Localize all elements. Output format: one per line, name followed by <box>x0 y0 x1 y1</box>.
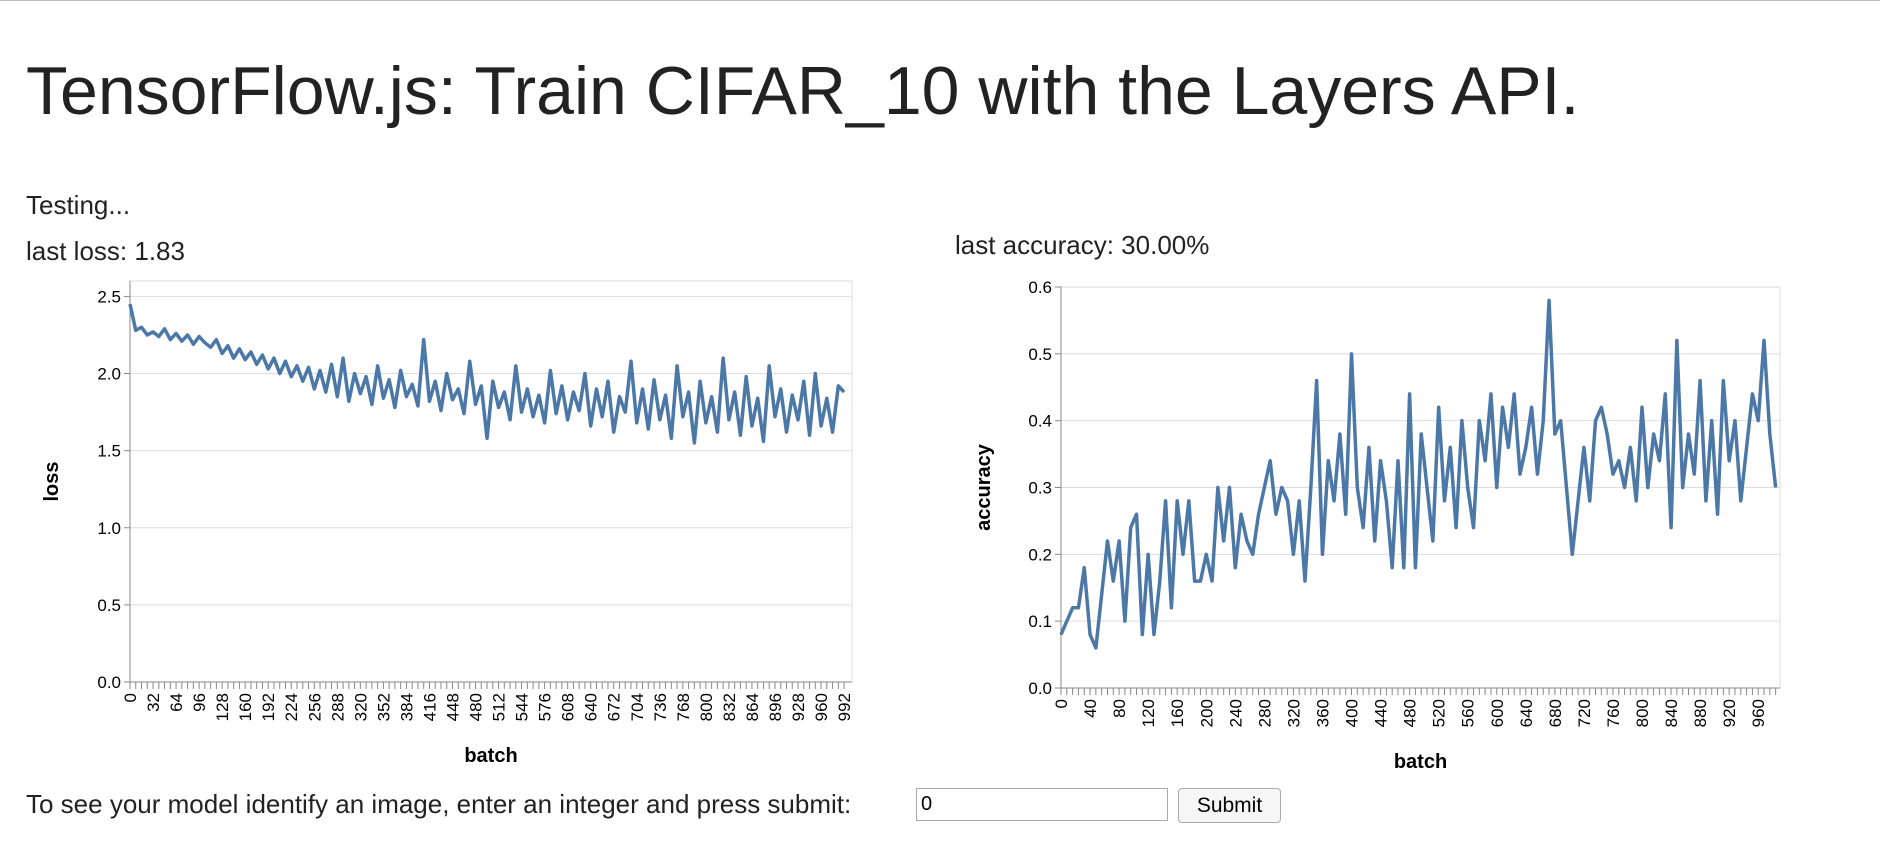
x-tick-label: 760 <box>1604 699 1623 727</box>
x-tick-label: 520 <box>1430 699 1449 727</box>
last-accuracy: last accuracy: 30.00% <box>955 230 1210 260</box>
x-tick-label: 40 <box>1081 699 1100 718</box>
x-tick-label: 672 <box>605 693 624 721</box>
x-tick-label: 320 <box>351 693 370 721</box>
x-tick-label: 32 <box>144 693 163 712</box>
x-tick-label: 384 <box>397 693 416 721</box>
x-axis-title: batch <box>1394 751 1447 773</box>
x-tick-label: 560 <box>1459 699 1478 727</box>
y-tick-label: 0.4 <box>1028 412 1052 431</box>
submit-button[interactable]: Submit <box>1178 788 1281 823</box>
x-tick-label: 400 <box>1343 699 1362 727</box>
x-tick-label: 480 <box>467 693 486 721</box>
x-tick-label: 928 <box>789 693 808 721</box>
x-tick-label: 360 <box>1313 699 1332 727</box>
x-tick-label: 544 <box>513 693 532 721</box>
x-axis-title: batch <box>464 745 517 767</box>
y-tick-label: 1.5 <box>97 442 121 461</box>
x-tick-label: 448 <box>443 693 462 721</box>
x-tick-label: 800 <box>1633 699 1652 727</box>
x-tick-label: 768 <box>674 693 693 721</box>
y-tick-label: 0.3 <box>1028 479 1052 498</box>
x-tick-label: 224 <box>282 693 301 721</box>
x-tick-label: 80 <box>1110 699 1129 718</box>
x-tick-label: 960 <box>1749 699 1768 727</box>
y-tick-label: 0.1 <box>1028 612 1052 631</box>
x-tick-label: 640 <box>1517 699 1536 727</box>
x-tick-label: 608 <box>559 693 578 721</box>
data-line <box>128 303 846 445</box>
x-tick-label: 120 <box>1139 699 1158 727</box>
data-line <box>1059 298 1778 650</box>
x-tick-label: 416 <box>420 693 439 721</box>
x-tick-label: 320 <box>1284 699 1303 727</box>
y-tick-label: 0.6 <box>1028 278 1052 297</box>
x-tick-label: 480 <box>1401 699 1420 727</box>
x-tick-label: 192 <box>259 693 278 721</box>
x-tick-label: 896 <box>766 693 785 721</box>
last-loss: last loss: 1.83 <box>26 236 185 266</box>
y-tick-label: 0.0 <box>1028 679 1052 698</box>
x-tick-label: 352 <box>374 693 393 721</box>
y-tick-label: 1.0 <box>97 519 121 538</box>
x-tick-label: 880 <box>1691 699 1710 727</box>
y-axis-title: loss <box>41 461 63 501</box>
top-border <box>0 0 1880 1</box>
y-tick-label: 0.5 <box>1028 345 1052 364</box>
charts: 0.00.51.01.52.02.50 32 64 96 128 160 192 224 256… <box>41 278 1781 773</box>
x-tick-label: 600 <box>1488 699 1507 727</box>
y-tick-label: 0.2 <box>1028 545 1052 564</box>
x-tick-label: 680 <box>1546 699 1565 727</box>
plot-frame <box>129 280 853 683</box>
page-title: TensorFlow.js: Train CIFAR_10 with the L… <box>26 53 1580 129</box>
x-tick-label: 256 <box>305 693 324 721</box>
x-tick-label: 640 <box>582 693 601 721</box>
x-tick-label: 64 <box>167 693 186 712</box>
x-tick-label: 440 <box>1372 699 1391 727</box>
x-tick-label: 832 <box>720 693 739 721</box>
y-tick-label: 2.0 <box>97 365 121 384</box>
x-tick-label: 96 <box>190 693 209 712</box>
x-tick-label: 576 <box>536 693 555 721</box>
x-tick-label: 992 <box>835 693 854 721</box>
y-axis-title: accuracy <box>973 443 995 531</box>
x-tick-label: 960 <box>812 693 831 721</box>
x-tick-label: 280 <box>1255 699 1274 727</box>
prompt-text: To see your model identify an image, ent… <box>26 789 852 819</box>
x-tick-label: 240 <box>1226 699 1245 727</box>
x-tick-label: 864 <box>743 693 762 721</box>
x-tick-label: 160 <box>1168 699 1187 727</box>
x-tick-label: 0 <box>121 693 140 702</box>
status-text: Testing... <box>26 190 131 220</box>
image-index-input[interactable] <box>916 788 1168 821</box>
x-tick-label: 512 <box>490 693 509 721</box>
x-tick-label: 720 <box>1575 699 1594 727</box>
x-tick-label: 840 <box>1662 699 1681 727</box>
y-tick-label: 0.0 <box>97 673 121 692</box>
x-tick-label: 736 <box>651 693 670 721</box>
x-tick-label: 200 <box>1197 699 1216 727</box>
x-tick-label: 0 <box>1052 699 1071 708</box>
y-tick-label: 2.5 <box>97 287 121 306</box>
x-tick-label: 920 <box>1720 699 1739 727</box>
x-tick-label: 288 <box>328 693 347 721</box>
x-tick-label: 704 <box>628 693 647 721</box>
x-tick-label: 800 <box>697 693 716 721</box>
y-tick-label: 0.5 <box>97 596 121 615</box>
x-tick-label: 160 <box>236 693 255 721</box>
x-tick-label: 128 <box>213 693 232 721</box>
